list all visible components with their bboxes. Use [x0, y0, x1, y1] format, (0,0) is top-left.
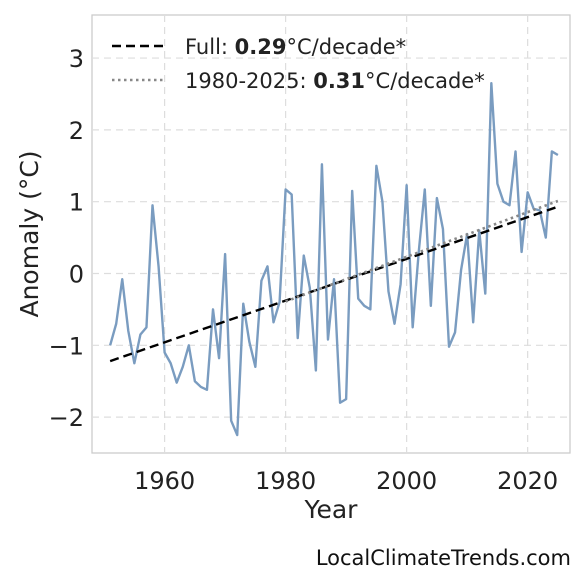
- legend-full-unit: °C/decade*: [287, 35, 407, 59]
- tick-labels: 1960 1980 2000 2020 −2 −1 0 1 2 3: [49, 45, 559, 495]
- y-tick-label-2: 0: [69, 260, 84, 288]
- legend-label-full: Full: 0.29°C/decade*: [185, 35, 406, 59]
- site-credit: LocalClimateTrends.com: [315, 546, 571, 570]
- y-tick-label-5: 3: [69, 45, 84, 73]
- y-tick-label-0: −2: [49, 404, 84, 432]
- legend-recent-unit: °C/decade*: [365, 69, 485, 93]
- x-tick-label-2020: 2020: [497, 467, 558, 495]
- y-axis-label: Anomaly (°C): [15, 150, 44, 317]
- x-axis-label: Year: [304, 495, 359, 524]
- y-tick-label-1: −1: [49, 332, 84, 360]
- legend-recent-rate: 0.31: [313, 69, 365, 93]
- y-tick-label-3: 1: [69, 189, 84, 217]
- legend-label-1980-2025: 1980-2025: 0.31°C/decade*: [185, 69, 485, 93]
- x-tick-label-2000: 2000: [376, 467, 437, 495]
- legend: Full: 0.29°C/decade* 1980-2025: 0.31°C/d…: [112, 35, 485, 93]
- anomaly-line: [108, 82, 559, 437]
- legend-recent-prefix: 1980-2025:: [185, 69, 313, 93]
- recent-trend-line: [285, 199, 559, 303]
- x-tick-label-1980: 1980: [255, 467, 316, 495]
- y-tick-label-4: 2: [69, 117, 84, 145]
- x-tick-label-1960: 1960: [134, 467, 195, 495]
- legend-full-rate: 0.29: [235, 35, 287, 59]
- series: [108, 82, 559, 437]
- legend-full-prefix: Full:: [185, 35, 235, 59]
- full-trend-line: [109, 205, 559, 363]
